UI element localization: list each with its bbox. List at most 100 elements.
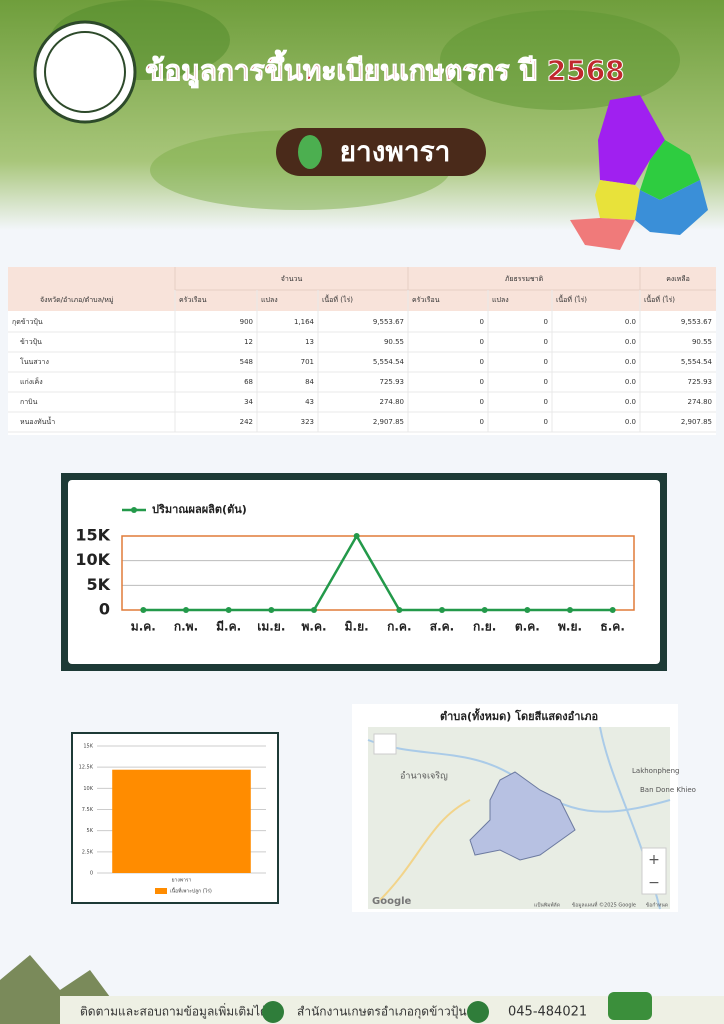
camera-icon <box>608 992 652 1020</box>
cell: 2,907.85 <box>681 418 712 426</box>
cell: 84 <box>305 378 314 386</box>
cell: 90.55 <box>692 338 712 346</box>
point <box>311 607 317 613</box>
cell: 0.0 <box>625 378 636 386</box>
point <box>140 607 147 613</box>
cell: 0 <box>480 318 484 326</box>
y-tick-label: 0 <box>90 871 93 877</box>
line-chart: 0 5K 10K 15K ม.ค. ก.พ. มี.ค. เม.ย. พ.ค. มิ.ย. ก.ค.… <box>75 503 635 634</box>
column-header: เนื้อที่ (ไร่) <box>644 293 675 304</box>
point <box>524 607 531 613</box>
column-header: แปลง <box>492 296 509 304</box>
locate-button[interactable] <box>373 733 397 755</box>
row-name: หนองทันน้ำ <box>20 415 55 426</box>
cell: 5,554.54 <box>373 358 405 366</box>
y-tick-label: 15K <box>75 526 110 545</box>
cell: 9,553.67 <box>373 318 404 326</box>
x-tick-label: ม.ค. <box>131 620 156 634</box>
map-label: Ban Done Khieo <box>640 786 696 794</box>
y-tick-label: 7.5K <box>82 807 94 813</box>
column-header: เนื้อที่ (ไร่) <box>556 293 587 304</box>
district <box>595 180 640 220</box>
bar-chart: 0 2.5K 5K 7.5K 10K 12.5K 15K ยางพาราเนื้อที่เพา… <box>79 744 266 895</box>
x-tick-label: พ.ย. <box>558 620 582 634</box>
cell: 68 <box>244 378 253 386</box>
cell: 0.0 <box>625 318 636 326</box>
point <box>609 607 616 613</box>
line-chart-bg <box>68 480 660 664</box>
footer-phone[interactable]: 045-484021 <box>508 1005 587 1020</box>
cell: 9,553.67 <box>681 318 712 326</box>
map-label: Lakhonpheng <box>632 767 679 775</box>
legend-label: เนื้อที่เพาะปลูก (ไร่) <box>170 886 212 895</box>
legend-swatch <box>155 888 167 894</box>
group-header: คงเหลือ <box>666 275 690 283</box>
cell: 0.0 <box>625 358 636 366</box>
phone-icon <box>467 1001 489 1023</box>
y-tick-label: 2.5K <box>82 849 94 855</box>
table: จังหวัด/อำเภอ/ตำบล/หมู่จำนวน ภัยธรรมชาติค… <box>8 267 716 433</box>
cell: 0 <box>480 418 484 426</box>
cell: 2,907.85 <box>373 418 404 426</box>
x-tick-label: ก.ย. <box>473 620 496 634</box>
zoom-out[interactable]: − <box>648 875 660 891</box>
cell: 13 <box>305 338 314 346</box>
x-tick-label: ก.ค. <box>387 620 411 634</box>
cell: 0.0 <box>625 398 636 406</box>
cell: 1,164 <box>294 318 315 326</box>
cell: 0 <box>544 378 548 386</box>
cell: 0 <box>480 338 484 346</box>
cell: 323 <box>301 418 314 426</box>
cell: 274.80 <box>380 398 405 406</box>
x-tick-label: ยางพารา <box>172 878 192 884</box>
row-name: แก่งเค็ง <box>20 377 43 386</box>
zoom-controls <box>641 847 667 895</box>
leaf <box>440 10 680 110</box>
cell: 900 <box>240 318 253 326</box>
column-header: เนื้อที่ (ไร่) <box>322 293 353 304</box>
cell: 548 <box>240 358 253 366</box>
x-tick-label: เม.ย. <box>257 620 285 634</box>
x-tick-label: มิ.ย. <box>345 620 369 634</box>
point <box>439 607 445 613</box>
row-name: ข้าวปุ้น <box>20 338 42 346</box>
cell: 0 <box>480 378 484 386</box>
map-attribution[interactable]: แป้นพิมพ์ลัด <box>534 902 560 909</box>
plot-border <box>121 535 635 611</box>
district <box>598 95 665 185</box>
point <box>396 607 403 613</box>
cell: 0 <box>544 338 548 346</box>
cell: 12 <box>244 338 253 346</box>
y-tick-label: 10K <box>75 550 110 569</box>
cell: 701 <box>301 358 314 366</box>
cell: 5,554.54 <box>681 358 713 366</box>
column-header: แปลง <box>261 296 278 304</box>
logo-ring <box>44 31 126 113</box>
row-header: จังหวัด/อำเภอ/ตำบล/หมู่ <box>40 296 113 304</box>
road <box>379 799 471 901</box>
zoom-in[interactable]: + <box>648 852 660 868</box>
cell: 725.93 <box>688 378 713 386</box>
point <box>567 607 573 613</box>
cell: 0.0 <box>625 418 636 426</box>
cell: 0 <box>544 418 548 426</box>
x-tick-label: ก.พ. <box>174 620 198 634</box>
y-tick-label: 15K <box>83 744 93 750</box>
column-header: ครัวเรือน <box>179 296 207 304</box>
district-polygons[interactable] <box>469 771 576 861</box>
x-tick-label: พ.ค. <box>301 620 326 634</box>
district <box>640 140 700 200</box>
map-title: ตำบล(ทั้งหมด) โดยสีแสดงอำเภอ <box>440 708 598 723</box>
y-tick-label: 5K <box>87 828 94 834</box>
district <box>570 218 635 250</box>
y-tick-label: 10K <box>83 786 93 792</box>
legend-dot <box>131 507 137 513</box>
table-header-bg <box>8 267 716 311</box>
point <box>353 533 360 539</box>
cell: 274.80 <box>688 398 713 406</box>
row-name: กาบิน <box>20 398 38 406</box>
map-attribution[interactable]: ข้อกำหนด <box>646 902 668 909</box>
cell: 0.0 <box>625 338 636 346</box>
